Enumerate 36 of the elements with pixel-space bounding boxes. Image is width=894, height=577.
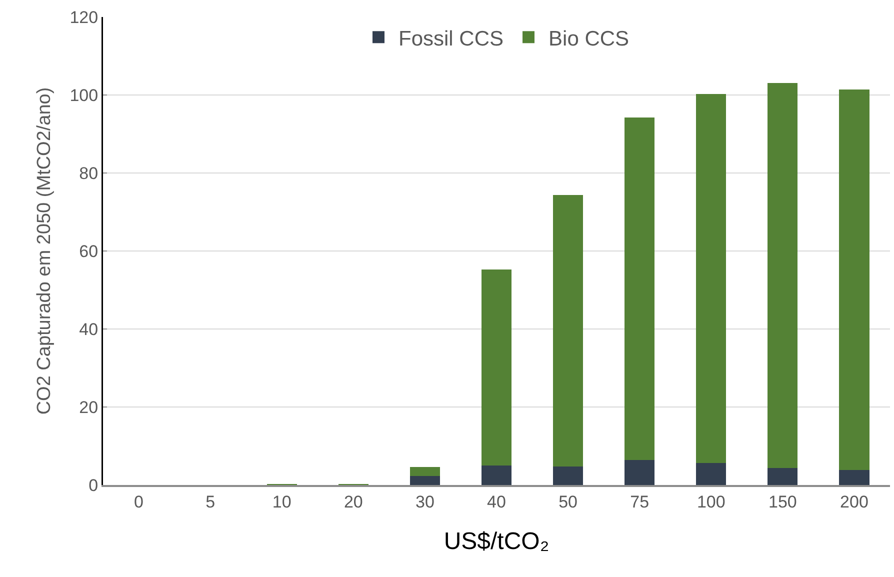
- bar: [553, 466, 584, 485]
- x-tick-label: 5: [206, 492, 216, 512]
- bar: [481, 466, 512, 485]
- x-tick-label: 200: [840, 492, 868, 512]
- x-tick-label: 75: [630, 492, 650, 512]
- x-tick-label: 0: [134, 492, 144, 512]
- y-tick-label: 100: [70, 86, 98, 105]
- bar: [768, 468, 798, 485]
- y-tick-label: 60: [79, 242, 98, 261]
- x-tick-label: 100: [696, 492, 726, 512]
- y-axis-title: CO2 Capturado em 2050 (MtCO2/ano): [34, 87, 55, 415]
- bar: [839, 470, 870, 485]
- bar: [839, 90, 870, 470]
- y-tick-label: 20: [79, 398, 98, 417]
- bar: [553, 195, 584, 466]
- bar: [410, 467, 440, 476]
- legend-label: Fossil CCS: [398, 27, 504, 50]
- x-tick-label: 150: [768, 492, 797, 512]
- x-axis-title: US$/tCO₂: [444, 528, 550, 556]
- x-tick-label: 10: [272, 492, 292, 512]
- x-tick-label: 40: [487, 492, 506, 512]
- y-tick-label: 0: [88, 476, 98, 495]
- y-tick-label: 80: [79, 164, 98, 183]
- bar: [481, 269, 512, 466]
- x-tick-label: 20: [344, 492, 363, 512]
- y-tick-label: 40: [79, 320, 98, 339]
- bar: [696, 94, 726, 464]
- bar: [696, 463, 726, 485]
- x-tick-label: 30: [415, 492, 434, 512]
- bar: [768, 82, 798, 468]
- bar: [410, 476, 440, 485]
- bar: [624, 118, 655, 460]
- y-tick-label: 120: [70, 8, 98, 27]
- bar: [624, 460, 655, 485]
- x-tick-label: 50: [558, 492, 578, 512]
- legend-label: Bio CCS: [548, 27, 630, 50]
